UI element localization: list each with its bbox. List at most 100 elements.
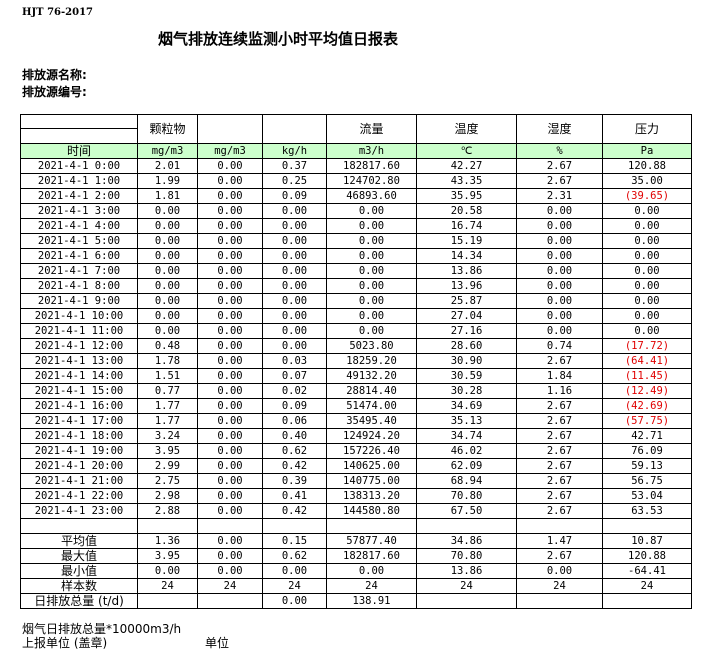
table-cell: 13.86 bbox=[416, 263, 517, 279]
table-cell: 0.00 bbox=[262, 263, 327, 279]
table-cell: 2.31 bbox=[516, 188, 603, 204]
table-cell: 0.00 bbox=[137, 263, 198, 279]
table-row: 2021-4-1 9:00 0.00 0.00 0.00 0.00 25.87 0.00 0.… bbox=[20, 293, 692, 309]
summary-cell: 0.00 bbox=[137, 563, 198, 579]
table-cell: 0.00 bbox=[197, 488, 263, 504]
table-cell: 0.00 bbox=[137, 323, 198, 339]
table-cell: 2.88 bbox=[137, 503, 198, 519]
summary-cell: 182817.60 bbox=[326, 548, 417, 564]
header-cell bbox=[197, 114, 263, 144]
table-cell: 15.19 bbox=[416, 233, 517, 249]
table-cell: 0.00 bbox=[197, 218, 263, 234]
summary-cell: 24 bbox=[516, 578, 603, 594]
summary-cell: 13.86 bbox=[416, 563, 517, 579]
table-cell: 0.06 bbox=[262, 413, 327, 429]
table-cell: 2021-4-1 17:00 bbox=[20, 413, 138, 429]
table-row: 2021-4-1 22:00 2.98 0.00 0.41 138313.20 70.80… bbox=[20, 488, 692, 504]
empty-cell bbox=[20, 518, 138, 534]
summary-cell: 样本数 bbox=[20, 578, 138, 594]
source-code-label: 排放源编号: bbox=[22, 85, 87, 99]
summary-cell bbox=[516, 593, 603, 609]
unit-cell: 时间 bbox=[20, 143, 138, 159]
table-cell: 0.00 bbox=[262, 338, 327, 354]
table-cell: 138313.20 bbox=[326, 488, 417, 504]
table-cell: 0.00 bbox=[262, 233, 327, 249]
table-cell: 124924.20 bbox=[326, 428, 417, 444]
table-cell: 0.00 bbox=[137, 248, 198, 264]
table-cell: 2.67 bbox=[516, 458, 603, 474]
table-cell: 0.00 bbox=[262, 308, 327, 324]
table-cell: 2021-4-1 6:00 bbox=[20, 248, 138, 264]
table-cell: 30.28 bbox=[416, 383, 517, 399]
summary-cell: 3.95 bbox=[137, 548, 198, 564]
table-cell: 0.00 bbox=[197, 308, 263, 324]
table-row: 2021-4-1 0:00 2.01 0.00 0.37 182817.60 42.27 2… bbox=[20, 158, 692, 174]
table-cell: 0.00 bbox=[326, 293, 417, 309]
summary-cell: 24 bbox=[602, 578, 692, 594]
table-cell: 0.00 bbox=[516, 323, 603, 339]
table-cell: 1.51 bbox=[137, 368, 198, 384]
table-row: 2021-4-1 10:00 0.00 0.00 0.00 0.00 27.04 0.00 0… bbox=[20, 308, 692, 324]
table-cell: 0.00 bbox=[326, 248, 417, 264]
table-row: 2021-4-1 14:00 1.51 0.00 0.07 49132.20 30.59 1… bbox=[20, 368, 692, 384]
table-row: 2021-4-1 16:00 1.77 0.00 0.09 51474.00 34.69 2… bbox=[20, 398, 692, 414]
table-cell: 2021-4-1 23:00 bbox=[20, 503, 138, 519]
table-cell: (17.72) bbox=[602, 338, 692, 354]
summary-cell: 24 bbox=[197, 578, 263, 594]
table-cell: 0.00 bbox=[197, 338, 263, 354]
table-cell: 42.71 bbox=[602, 428, 692, 444]
table-cell: (64.41) bbox=[602, 353, 692, 369]
summary-row: 平均值 1.36 0.00 0.15 57877.40 34.86 1.47 10.87 bbox=[20, 533, 692, 549]
table-cell: 0.00 bbox=[516, 218, 603, 234]
table-cell: 0.00 bbox=[197, 158, 263, 174]
table-row: 2021-4-1 2:00 1.81 0.00 0.09 46893.60 35.95 2.… bbox=[20, 188, 692, 204]
unit-row: 时间 mg/m3 mg/m3 kg/h m3/h ℃% Pa bbox=[20, 143, 692, 159]
table-cell: 0.00 bbox=[197, 428, 263, 444]
table-cell: 59.13 bbox=[602, 458, 692, 474]
table-cell: 0.42 bbox=[262, 458, 327, 474]
table-cell: 2021-4-1 12:00 bbox=[20, 338, 138, 354]
table-cell: 0.00 bbox=[516, 278, 603, 294]
table-cell: 2.67 bbox=[516, 473, 603, 489]
table-cell: 0.25 bbox=[262, 173, 327, 189]
table-cell: 0.48 bbox=[137, 338, 198, 354]
table-cell: (11.45) bbox=[602, 368, 692, 384]
table-row: 2021-4-1 6:00 0.00 0.00 0.00 0.00 14.34 0.00 0.… bbox=[20, 248, 692, 264]
summary-row: 最小值 0.00 0.00 0.00 0.00 13.86 0.00 -64.41 bbox=[20, 563, 692, 579]
table-row: 2021-4-1 17:00 1.77 0.00 0.06 35495.40 35.13 2… bbox=[20, 413, 692, 429]
table-cell: 140625.00 bbox=[326, 458, 417, 474]
table-cell: 0.00 bbox=[602, 233, 692, 249]
table-cell: 2.67 bbox=[516, 353, 603, 369]
table-cell: 1.84 bbox=[516, 368, 603, 384]
header-cell: 温度 bbox=[416, 114, 517, 144]
table-cell: 25.87 bbox=[416, 293, 517, 309]
table-row: 2021-4-1 7:00 0.00 0.00 0.00 0.00 13.86 0.00 0.… bbox=[20, 263, 692, 279]
table-cell: 2.67 bbox=[516, 413, 603, 429]
table-cell: 2.67 bbox=[516, 428, 603, 444]
table-cell: 0.00 bbox=[326, 263, 417, 279]
table-cell: 0.00 bbox=[137, 293, 198, 309]
empty-cell bbox=[416, 518, 517, 534]
table-row: 2021-4-1 11:00 0.00 0.00 0.00 0.00 27.16 0.00 0… bbox=[20, 323, 692, 339]
table-cell: (39.65) bbox=[602, 188, 692, 204]
table-cell: 5023.80 bbox=[326, 338, 417, 354]
table-cell: 1.77 bbox=[137, 398, 198, 414]
summary-cell: 最大值 bbox=[20, 548, 138, 564]
table-cell: 0.00 bbox=[197, 323, 263, 339]
unit-cell: mg/m3 bbox=[137, 143, 198, 159]
table-cell: 35.00 bbox=[602, 173, 692, 189]
table-cell: 0.00 bbox=[516, 203, 603, 219]
table-cell: 1.16 bbox=[516, 383, 603, 399]
summary-cell: 0.00 bbox=[516, 563, 603, 579]
table-cell: 0.00 bbox=[262, 248, 327, 264]
summary-cell bbox=[416, 593, 517, 609]
table-cell: 13.96 bbox=[416, 278, 517, 294]
table-cell: 2021-4-1 10:00 bbox=[20, 308, 138, 324]
unit-cell: m3/h bbox=[326, 143, 417, 159]
summary-cell: 最小值 bbox=[20, 563, 138, 579]
source-name-label: 排放源名称: bbox=[22, 68, 87, 82]
table-cell: 0.00 bbox=[197, 188, 263, 204]
table-cell: 0.00 bbox=[197, 443, 263, 459]
table-cell: 0.00 bbox=[602, 323, 692, 339]
table-row: 2021-4-1 19:00 3.95 0.00 0.62 157226.40 46.02… bbox=[20, 443, 692, 459]
